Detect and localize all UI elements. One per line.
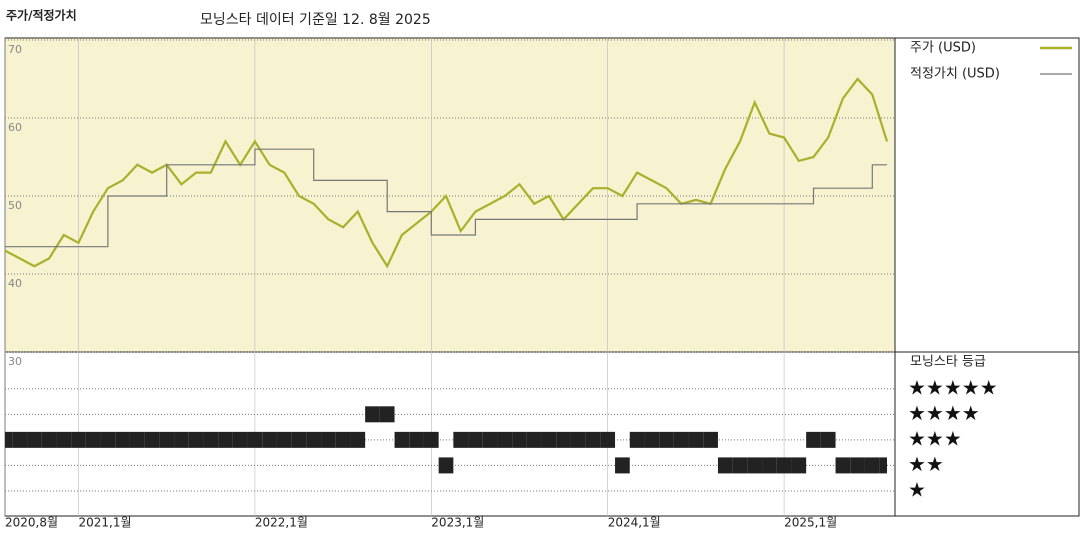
rating-band (600, 431, 616, 448)
rating-band (659, 431, 674, 448)
series-line (4, 77, 889, 269)
rating-band (468, 431, 483, 448)
rating-band (541, 431, 557, 448)
rating-band (409, 431, 424, 448)
rating-band (864, 457, 880, 474)
y-tick-label: 30 (8, 355, 22, 368)
rating-band (644, 431, 660, 448)
rating-label: ★★ (908, 452, 944, 476)
rating-band (762, 457, 777, 474)
rating-label: ★★★ (908, 426, 962, 450)
rating-band (879, 457, 887, 474)
x-tick-label: 2023,1월 (431, 516, 484, 530)
rating-band (321, 431, 336, 448)
series-line (5, 148, 887, 248)
rating-label: ★ (908, 477, 926, 501)
y-tick-label: 40 (8, 277, 22, 290)
rating-band (556, 431, 571, 448)
rating-label: ★★★★★ (908, 375, 998, 399)
rating-band (365, 406, 380, 423)
rating-band (453, 431, 469, 448)
rating-band (570, 431, 586, 448)
y-tick-label: 70 (8, 43, 22, 56)
rating-band (747, 457, 763, 474)
rating-band (276, 431, 292, 448)
rating-band (791, 457, 807, 474)
rating-band (350, 431, 366, 448)
rating-band (218, 431, 233, 448)
rating-band (673, 431, 689, 448)
rating-band (850, 457, 865, 474)
rating-band (115, 431, 130, 448)
rating-band (203, 431, 219, 448)
band-title: 모닝스타 등급 (910, 355, 986, 370)
legend-label: 적정가치 (USD) (910, 67, 1000, 82)
rating-band (291, 431, 307, 448)
y-tick-label: 60 (8, 121, 22, 134)
rating-band (12, 431, 28, 448)
rating-band (717, 457, 733, 474)
x-tick-label: 2024,1월 (608, 516, 661, 530)
rating-band (129, 431, 145, 448)
rating-band (71, 431, 86, 448)
rating-band (379, 406, 395, 423)
x-tick-label: 2025,1월 (784, 516, 837, 530)
rating-band (438, 457, 454, 474)
rating-band (806, 431, 821, 448)
rating-band (56, 431, 72, 448)
rating-band (497, 431, 513, 448)
rating-band (188, 431, 204, 448)
rating-band (41, 431, 57, 448)
rating-band (232, 431, 248, 448)
rating-band (27, 431, 42, 448)
x-tick-label: 2022,1월 (255, 516, 308, 530)
legend-label: 주가 (USD) (910, 41, 976, 56)
x-tick-label: 2021,1월 (79, 516, 132, 530)
rating-band (5, 431, 13, 448)
rating-band (335, 431, 351, 448)
rating-band (732, 457, 748, 474)
x-tick-label: 2020,8월 (5, 516, 58, 530)
rating-band (423, 431, 439, 448)
rating-band (482, 431, 498, 448)
price-panel (5, 38, 895, 352)
rating-band (159, 431, 175, 448)
rating-band (174, 431, 189, 448)
chart-subtitle: 모닝스타 데이터 기준일 12. 8월 2025 (200, 12, 431, 28)
rating-band (526, 431, 542, 448)
rating-band (835, 457, 851, 474)
rating-band (262, 431, 277, 448)
rating-band (820, 431, 836, 448)
rating-band (629, 431, 645, 448)
rating-band (247, 431, 263, 448)
rating-label: ★★★★ (908, 401, 980, 425)
chart-title: 주가/적정가치 (6, 8, 77, 23)
rating-band (512, 431, 527, 448)
rating-band (703, 431, 718, 448)
rating-band (85, 431, 101, 448)
rating-band (394, 431, 410, 448)
rating-band (100, 431, 116, 448)
rating-band (306, 431, 322, 448)
rating-band (144, 431, 160, 448)
rating-band (688, 431, 704, 448)
rating-band (776, 457, 792, 474)
rating-band (615, 457, 630, 474)
rating-band (585, 431, 601, 448)
y-tick-label: 50 (8, 199, 22, 212)
